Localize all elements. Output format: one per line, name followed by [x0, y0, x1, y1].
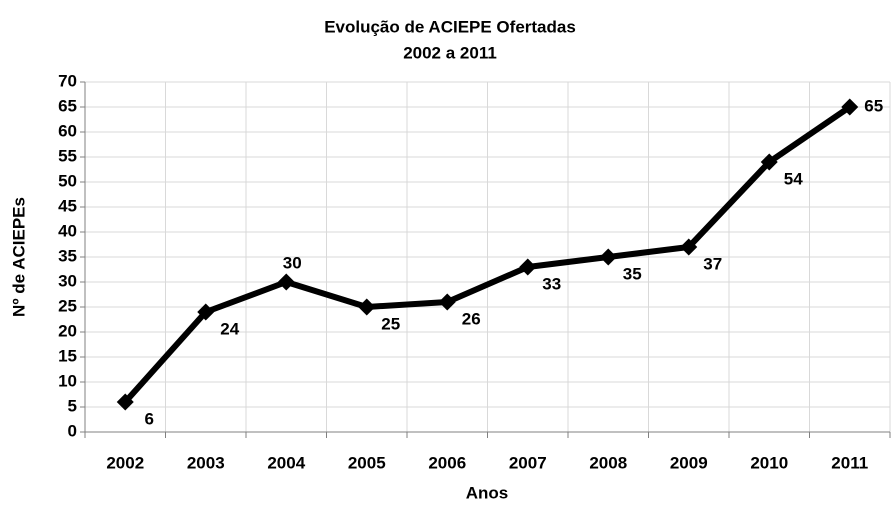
x-tick-label: 2002 — [106, 453, 144, 472]
data-point — [519, 258, 537, 276]
y-tick-label: 40 — [58, 221, 77, 240]
data-label: 35 — [623, 264, 642, 283]
y-tick-label: 30 — [58, 271, 77, 290]
x-tick-label: 2006 — [428, 453, 466, 472]
chart-subtitle: 2002 a 2011 — [403, 43, 497, 62]
x-axis-label: Anos — [466, 483, 509, 502]
data-label: 33 — [542, 274, 561, 293]
y-tick-label: 45 — [58, 196, 77, 215]
data-point — [438, 293, 456, 311]
data-point — [358, 298, 376, 316]
data-label: 25 — [381, 314, 400, 333]
chart-title: Evolução de ACIEPE Ofertadas — [324, 17, 576, 36]
y-tick-label: 70 — [58, 71, 77, 90]
x-tick-label: 2011 — [831, 453, 868, 472]
data-label: 6 — [145, 409, 154, 428]
x-tick-label: 2007 — [509, 453, 547, 472]
x-tick-label: 2004 — [267, 453, 305, 472]
y-tick-label: 25 — [58, 296, 77, 315]
y-tick-label: 65 — [58, 96, 77, 115]
data-point — [841, 98, 859, 116]
data-label: 24 — [220, 319, 239, 338]
data-label: 65 — [864, 96, 883, 115]
data-label: 37 — [703, 254, 722, 273]
y-tick-label: 5 — [68, 396, 77, 415]
x-tick-label: 2010 — [750, 453, 788, 472]
data-label: 26 — [462, 309, 481, 328]
data-label: 30 — [283, 253, 302, 272]
y-axis-label: Nº de ACIEPEs — [9, 197, 28, 317]
data-point — [116, 393, 134, 411]
data-point — [599, 248, 617, 266]
y-tick-label: 10 — [58, 371, 77, 390]
y-tick-label: 20 — [58, 321, 77, 340]
data-point — [197, 303, 215, 321]
y-tick-label: 60 — [58, 121, 77, 140]
y-tick-label: 55 — [58, 146, 77, 165]
data-line — [123, 104, 852, 405]
data-label: 54 — [784, 169, 803, 188]
x-tick-label: 2003 — [187, 453, 225, 472]
data-point — [277, 273, 295, 291]
data-point — [680, 238, 698, 256]
y-tick-label: 0 — [68, 421, 77, 440]
y-tick-label: 50 — [58, 171, 77, 190]
x-tick-label: 2009 — [670, 453, 708, 472]
data-point — [760, 153, 778, 171]
y-tick-label: 15 — [58, 346, 77, 365]
x-tick-label: 2005 — [348, 453, 386, 472]
x-tick-label: 2008 — [589, 453, 627, 472]
y-tick-label: 35 — [58, 246, 77, 265]
